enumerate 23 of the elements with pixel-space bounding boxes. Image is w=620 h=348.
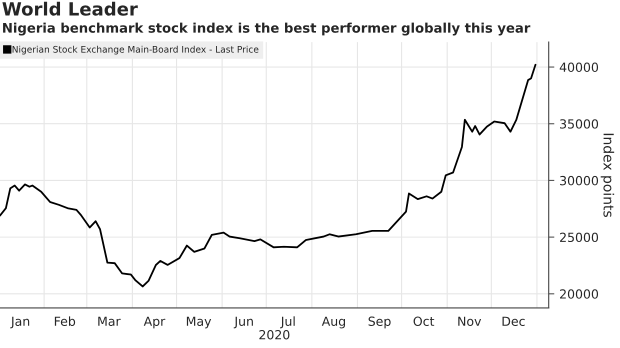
x-tick-label: Apr — [144, 316, 166, 328]
chart-subtitle: Nigeria benchmark stock index is the best performer globally this year — [3, 22, 530, 36]
y-tick-label: 25000 — [560, 232, 598, 242]
x-tick-label: Jun — [234, 316, 253, 328]
x-tick-label: Oct — [414, 316, 434, 326]
x-axis-title: 2020 — [259, 330, 290, 340]
x-tick-label: Feb — [54, 316, 76, 326]
chart-title: World Leader — [2, 2, 138, 16]
line-series — [0, 64, 536, 288]
x-tick-label: Nov — [458, 316, 482, 326]
x-tick-label: Mar — [98, 316, 121, 326]
y-tick-label: 30000 — [560, 176, 598, 186]
legend-label: Nigerian Stock Exchange Main-Board Index - Last Price — [12, 46, 258, 54]
x-tick-label: Jan — [10, 316, 30, 328]
x-tick-label: Sep — [368, 316, 391, 328]
y-tick-label: 40000 — [560, 62, 598, 72]
y-axis-title: Index points — [600, 134, 614, 218]
x-tick-label: May — [186, 316, 212, 328]
x-tick-label: Jul — [280, 316, 295, 328]
x-tick-label: Dec — [502, 316, 525, 326]
y-tick-label: 20000 — [560, 289, 598, 299]
x-tick-label: Aug — [322, 316, 345, 328]
y-tick-label: 35000 — [560, 119, 598, 129]
